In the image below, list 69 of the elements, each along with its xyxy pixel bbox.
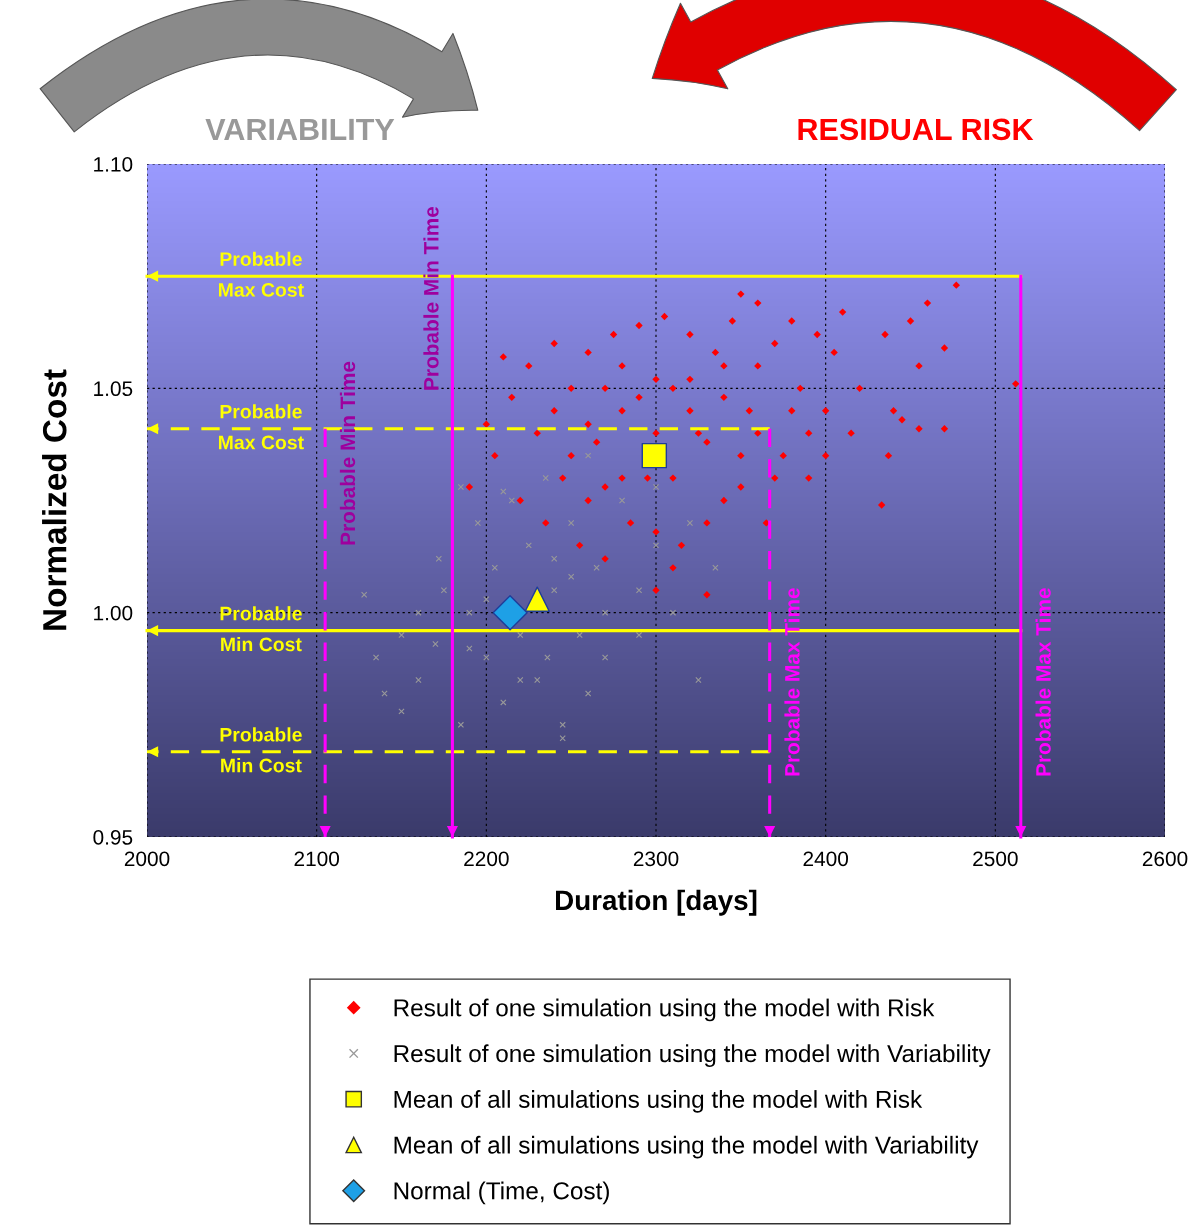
point: [568, 519, 575, 527]
x-tick-label: 2500: [973, 851, 1018, 867]
point: [491, 564, 498, 571]
point: [635, 587, 643, 594]
point: [593, 564, 600, 571]
point: [601, 609, 609, 616]
x-tick-label: 2000: [124, 851, 170, 867]
point: [483, 596, 490, 603]
x-tick-label: 2400: [803, 851, 849, 867]
point: [517, 631, 524, 639]
point: [695, 676, 702, 684]
legend-label: Result of one simulation using the model with Risk: [394, 998, 935, 1022]
annotation: Probable Min Cost: [220, 727, 302, 773]
x-tick-label: 2600: [1142, 851, 1188, 867]
point: [618, 497, 626, 504]
y-tick-label: 1.00: [94, 605, 133, 621]
point: [584, 690, 592, 697]
legend-label: Result of one simulation using the model with Variability: [394, 1044, 991, 1067]
point: [641, 442, 668, 469]
point: [457, 721, 465, 728]
text: RESIDUAL RISK: [798, 118, 1034, 141]
annotation: Probable Max Time: [1035, 588, 1051, 776]
point: [361, 591, 368, 598]
x-axis-title: Duration [days]: [556, 889, 757, 916]
legend-label: Mean of all simulations using the model with Risk: [394, 1090, 923, 1113]
legend-label: Mean of all simulations using the model with Variability: [394, 1135, 979, 1159]
point: [568, 573, 575, 580]
point: [524, 586, 550, 612]
point: [435, 555, 442, 562]
y-axis-title: Normalized Cost: [42, 369, 67, 630]
y-tick-label: 0.95: [93, 830, 133, 845]
point: [432, 640, 439, 648]
annotation: Probable Max Cost: [218, 404, 304, 450]
annotation: Probable Min Time: [339, 361, 356, 545]
point: [534, 676, 541, 684]
point: [652, 542, 660, 549]
x-tick-label: 2200: [464, 851, 509, 867]
annotation: Probable Min Cost: [220, 606, 302, 652]
x-tick-label: 2100: [294, 851, 340, 867]
y-tick-label: 1.05: [94, 381, 133, 397]
point: [492, 594, 528, 631]
text: VARIABILITY: [205, 118, 395, 140]
point: [559, 735, 566, 742]
point: [559, 721, 566, 728]
point: [712, 564, 719, 571]
point: [517, 676, 524, 684]
y-tick-label: 1.10: [94, 157, 133, 172]
point: [542, 474, 549, 482]
point: [525, 542, 532, 549]
annotation: Probable Max Time: [784, 588, 800, 776]
point: [398, 631, 405, 639]
annotation: Probable Min Time: [423, 206, 439, 390]
point: [576, 631, 583, 639]
x-tick-label: 2300: [633, 851, 679, 867]
point: [508, 497, 515, 504]
point: [601, 654, 609, 661]
annotation: Probable Max Cost: [218, 251, 304, 297]
point: [669, 609, 677, 616]
point: [474, 519, 482, 527]
point: [500, 488, 507, 495]
point: [551, 587, 558, 594]
point: [551, 555, 558, 562]
point: [500, 699, 507, 706]
legend-label: Normal (Time, Cost): [394, 1181, 609, 1205]
point: [440, 587, 448, 594]
point: [415, 676, 422, 684]
point: [466, 609, 473, 616]
point: [372, 654, 380, 661]
point: [584, 452, 592, 459]
